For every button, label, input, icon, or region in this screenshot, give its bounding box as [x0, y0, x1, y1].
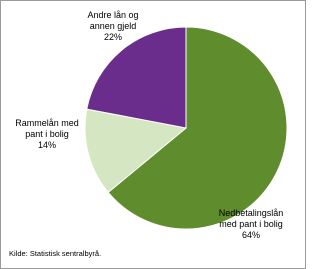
slice-label: Rammelån med pant i bolig 14% — [1, 118, 93, 151]
category-label: Andre lån og annen gjeld — [87, 10, 139, 31]
pie-slice — [107, 26, 288, 230]
pie-slice — [84, 108, 188, 194]
slice-label: Andre lån og annen gjeld 22% — [69, 10, 157, 43]
chart: Kilde: Statistisk sentralbyrå. Nedbetali… — [0, 0, 306, 269]
category-label: Nedbetalingslån med pant i bolig — [218, 208, 284, 229]
value-label: 22% — [103, 32, 122, 42]
category-label: Rammelån med pant i bolig — [15, 118, 79, 139]
slice-label: Nedbetalingslån med pant i bolig 64% — [201, 208, 301, 241]
source: Kilde: Statistisk sentralbyrå. — [9, 249, 102, 258]
value-label: 64% — [241, 230, 260, 240]
pie-slice — [86, 26, 187, 129]
value-label: 14% — [37, 140, 56, 150]
pie — [84, 26, 288, 230]
